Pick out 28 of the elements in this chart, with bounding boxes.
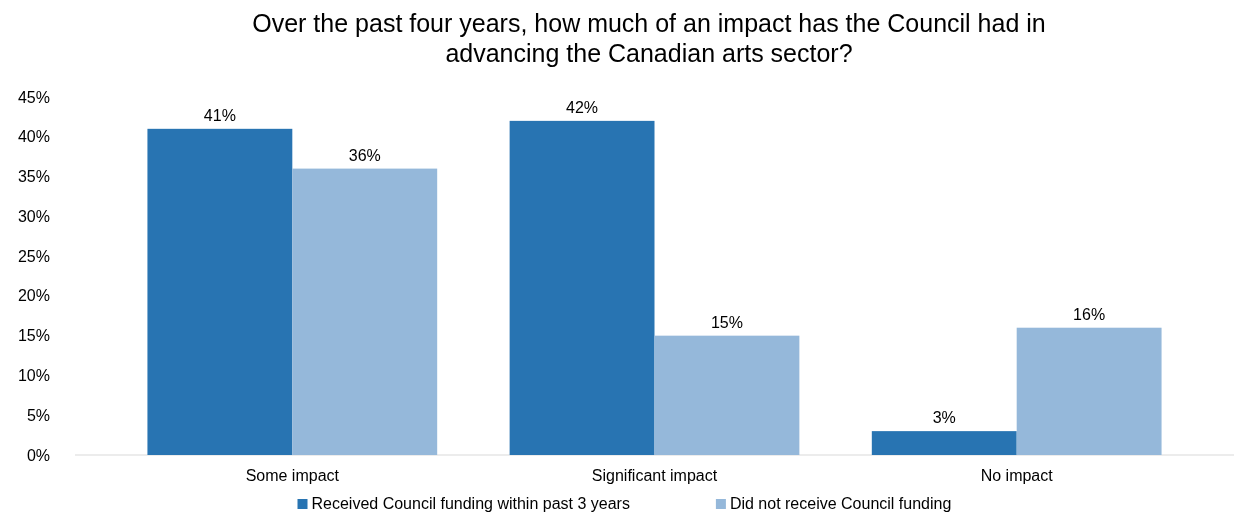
data-label: 41%: [203, 106, 236, 124]
chart-title: Over the past four years, how much of an impact has the Council had in advancing the Canadian arts sector?: [252, 9, 1046, 67]
y-tick-label: 15%: [17, 327, 50, 345]
x-tick-label: No impact: [980, 467, 1054, 484]
legend-label: Did not receive Council funding: [729, 495, 952, 512]
y-tick-label: 45%: [17, 88, 50, 106]
data-label: 3%: [932, 409, 956, 427]
y-tick-label: 40%: [17, 128, 50, 146]
x-tick-label: Some impact: [245, 467, 340, 484]
y-tick-label: 20%: [17, 287, 50, 305]
y-tick-label: 35%: [17, 168, 50, 186]
bar: [654, 335, 800, 455]
y-tick-label: 10%: [17, 367, 50, 385]
y-tick-label: 0%: [26, 446, 50, 464]
x-tick-label: Significant impact: [591, 467, 718, 484]
data-label: 16%: [1073, 305, 1106, 323]
y-tick-label: 25%: [17, 247, 50, 265]
y-tick-label: 5%: [26, 406, 50, 424]
bar: [1016, 327, 1162, 455]
bar: [292, 168, 438, 455]
bar: [871, 431, 1017, 455]
data-label: 15%: [710, 313, 743, 331]
bar: [147, 128, 293, 455]
legend-label: Received Council funding within past 3 years: [311, 495, 630, 512]
data-label: 42%: [566, 98, 599, 116]
bar: [509, 120, 655, 455]
data-label: 36%: [348, 146, 381, 164]
y-tick-label: 30%: [17, 207, 50, 225]
